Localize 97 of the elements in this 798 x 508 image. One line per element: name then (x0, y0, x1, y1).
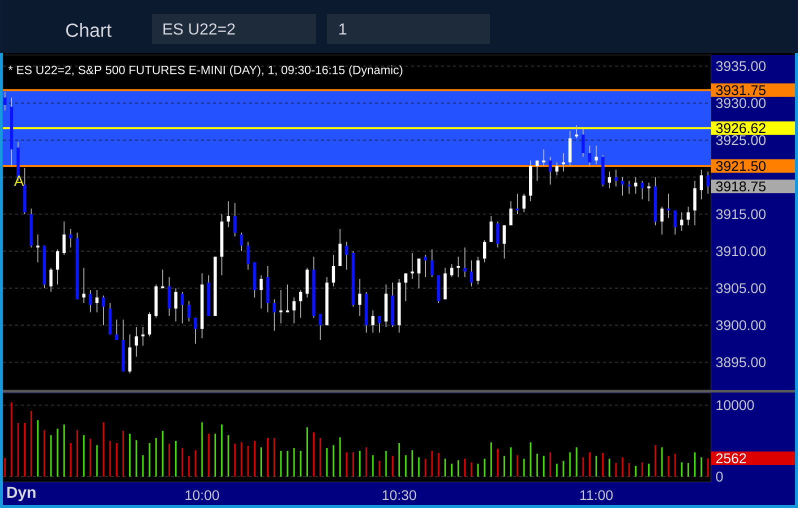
candlestick (378, 316, 382, 334)
candlestick (516, 193, 520, 215)
x-tick-label: 10:00 (186, 490, 220, 500)
candlestick (102, 295, 106, 326)
ref-line-label: 3921.50 (716, 161, 766, 171)
candlestick (536, 160, 539, 182)
candlestick (345, 241, 348, 270)
candlestick (686, 206, 690, 226)
candlestick (226, 200, 230, 228)
candlestick (69, 228, 72, 248)
candlestick (476, 256, 480, 285)
candlestick (233, 202, 237, 237)
text: 3918.75 (716, 181, 766, 192)
candlestick (628, 180, 631, 194)
candlestick (141, 326, 145, 346)
text: Dyn (7, 486, 36, 502)
text: Chart (66, 23, 112, 37)
y-tick-label: 3900.00 (716, 320, 766, 330)
y-tick-label: 3895.00 (716, 357, 766, 368)
candlestick (62, 221, 66, 256)
candlestick (194, 317, 198, 344)
candlestick (417, 258, 420, 289)
candlestick (318, 314, 322, 340)
candlestick (404, 272, 408, 302)
candlestick (614, 169, 618, 187)
candlestick (358, 278, 362, 316)
x-tick-label: 10:30 (382, 490, 416, 500)
candlestick (246, 241, 250, 270)
candlestick (548, 156, 552, 185)
candlestick (272, 298, 276, 332)
candlestick (680, 212, 684, 232)
candlestick (56, 248, 60, 285)
candlestick (424, 254, 428, 278)
candlestick (430, 248, 434, 278)
y-tick-label: 3910.00 (716, 246, 766, 256)
candlestick (286, 284, 290, 313)
candlestick (134, 326, 138, 358)
ref-line-label: 3926.62 (716, 123, 766, 134)
candlestick (522, 193, 526, 213)
x-tick-label: 11:00 (580, 490, 613, 500)
candlestick (115, 319, 118, 340)
candlestick (634, 176, 638, 194)
candlestick (410, 252, 414, 280)
candlestick (509, 200, 512, 226)
candlestick (148, 312, 152, 337)
candlestick (168, 276, 171, 316)
candlestick (187, 300, 191, 322)
text: 1 (339, 23, 346, 34)
candlestick (95, 290, 99, 313)
candlestick (640, 180, 644, 200)
candlestick (555, 162, 558, 176)
candlestick (88, 290, 92, 313)
candlestick (49, 267, 53, 292)
y-tick-label: 3925.00 (716, 135, 766, 146)
candlestick (666, 193, 670, 218)
y-tick-label: 3935.00 (716, 61, 766, 72)
candlestick (674, 210, 677, 235)
candlestick (292, 296, 296, 324)
candlestick (299, 290, 302, 318)
y-tick-label: 3930.00 (716, 98, 766, 108)
candlestick (82, 267, 86, 304)
annotation: A (14, 176, 24, 186)
candlestick (594, 145, 598, 165)
candlestick (483, 240, 486, 263)
text: 2562 (716, 453, 746, 464)
text: ES U22=2 (164, 23, 235, 35)
y-tick-label: 0 (716, 472, 723, 482)
candlestick (371, 310, 374, 334)
text: * ES U22=2, S&P 500 FUTURES E-MINI (DAY), 1, 09:30-16:15 (Dynamic) (8, 65, 402, 77)
candlestick (608, 171, 611, 189)
candlestick (3, 92, 7, 111)
candlestick (588, 145, 592, 166)
candlestick (706, 171, 710, 194)
candlestick (502, 224, 506, 260)
candlestick (450, 264, 454, 278)
candlestick (470, 260, 474, 287)
y-tick-label: 3915.00 (716, 209, 766, 220)
candlestick (582, 128, 585, 158)
candlestick (574, 124, 578, 139)
candlestick (496, 221, 500, 248)
candlestick (490, 216, 493, 242)
candlestick (660, 206, 664, 235)
candlestick (36, 234, 40, 263)
candlestick (456, 256, 460, 278)
candlestick (180, 291, 184, 324)
ref-line-label: 3931.75 (716, 85, 766, 96)
y-tick-label: 3905.00 (716, 283, 766, 294)
candlestick (700, 169, 703, 200)
candlestick (693, 180, 696, 226)
candlestick (240, 232, 244, 252)
candlestick (338, 228, 342, 266)
candlestick (542, 148, 546, 166)
candlestick (174, 288, 178, 322)
candlestick (332, 254, 336, 287)
candlestick (260, 274, 263, 309)
y-tick-label: 10000 (716, 400, 754, 410)
candlestick (279, 290, 282, 324)
